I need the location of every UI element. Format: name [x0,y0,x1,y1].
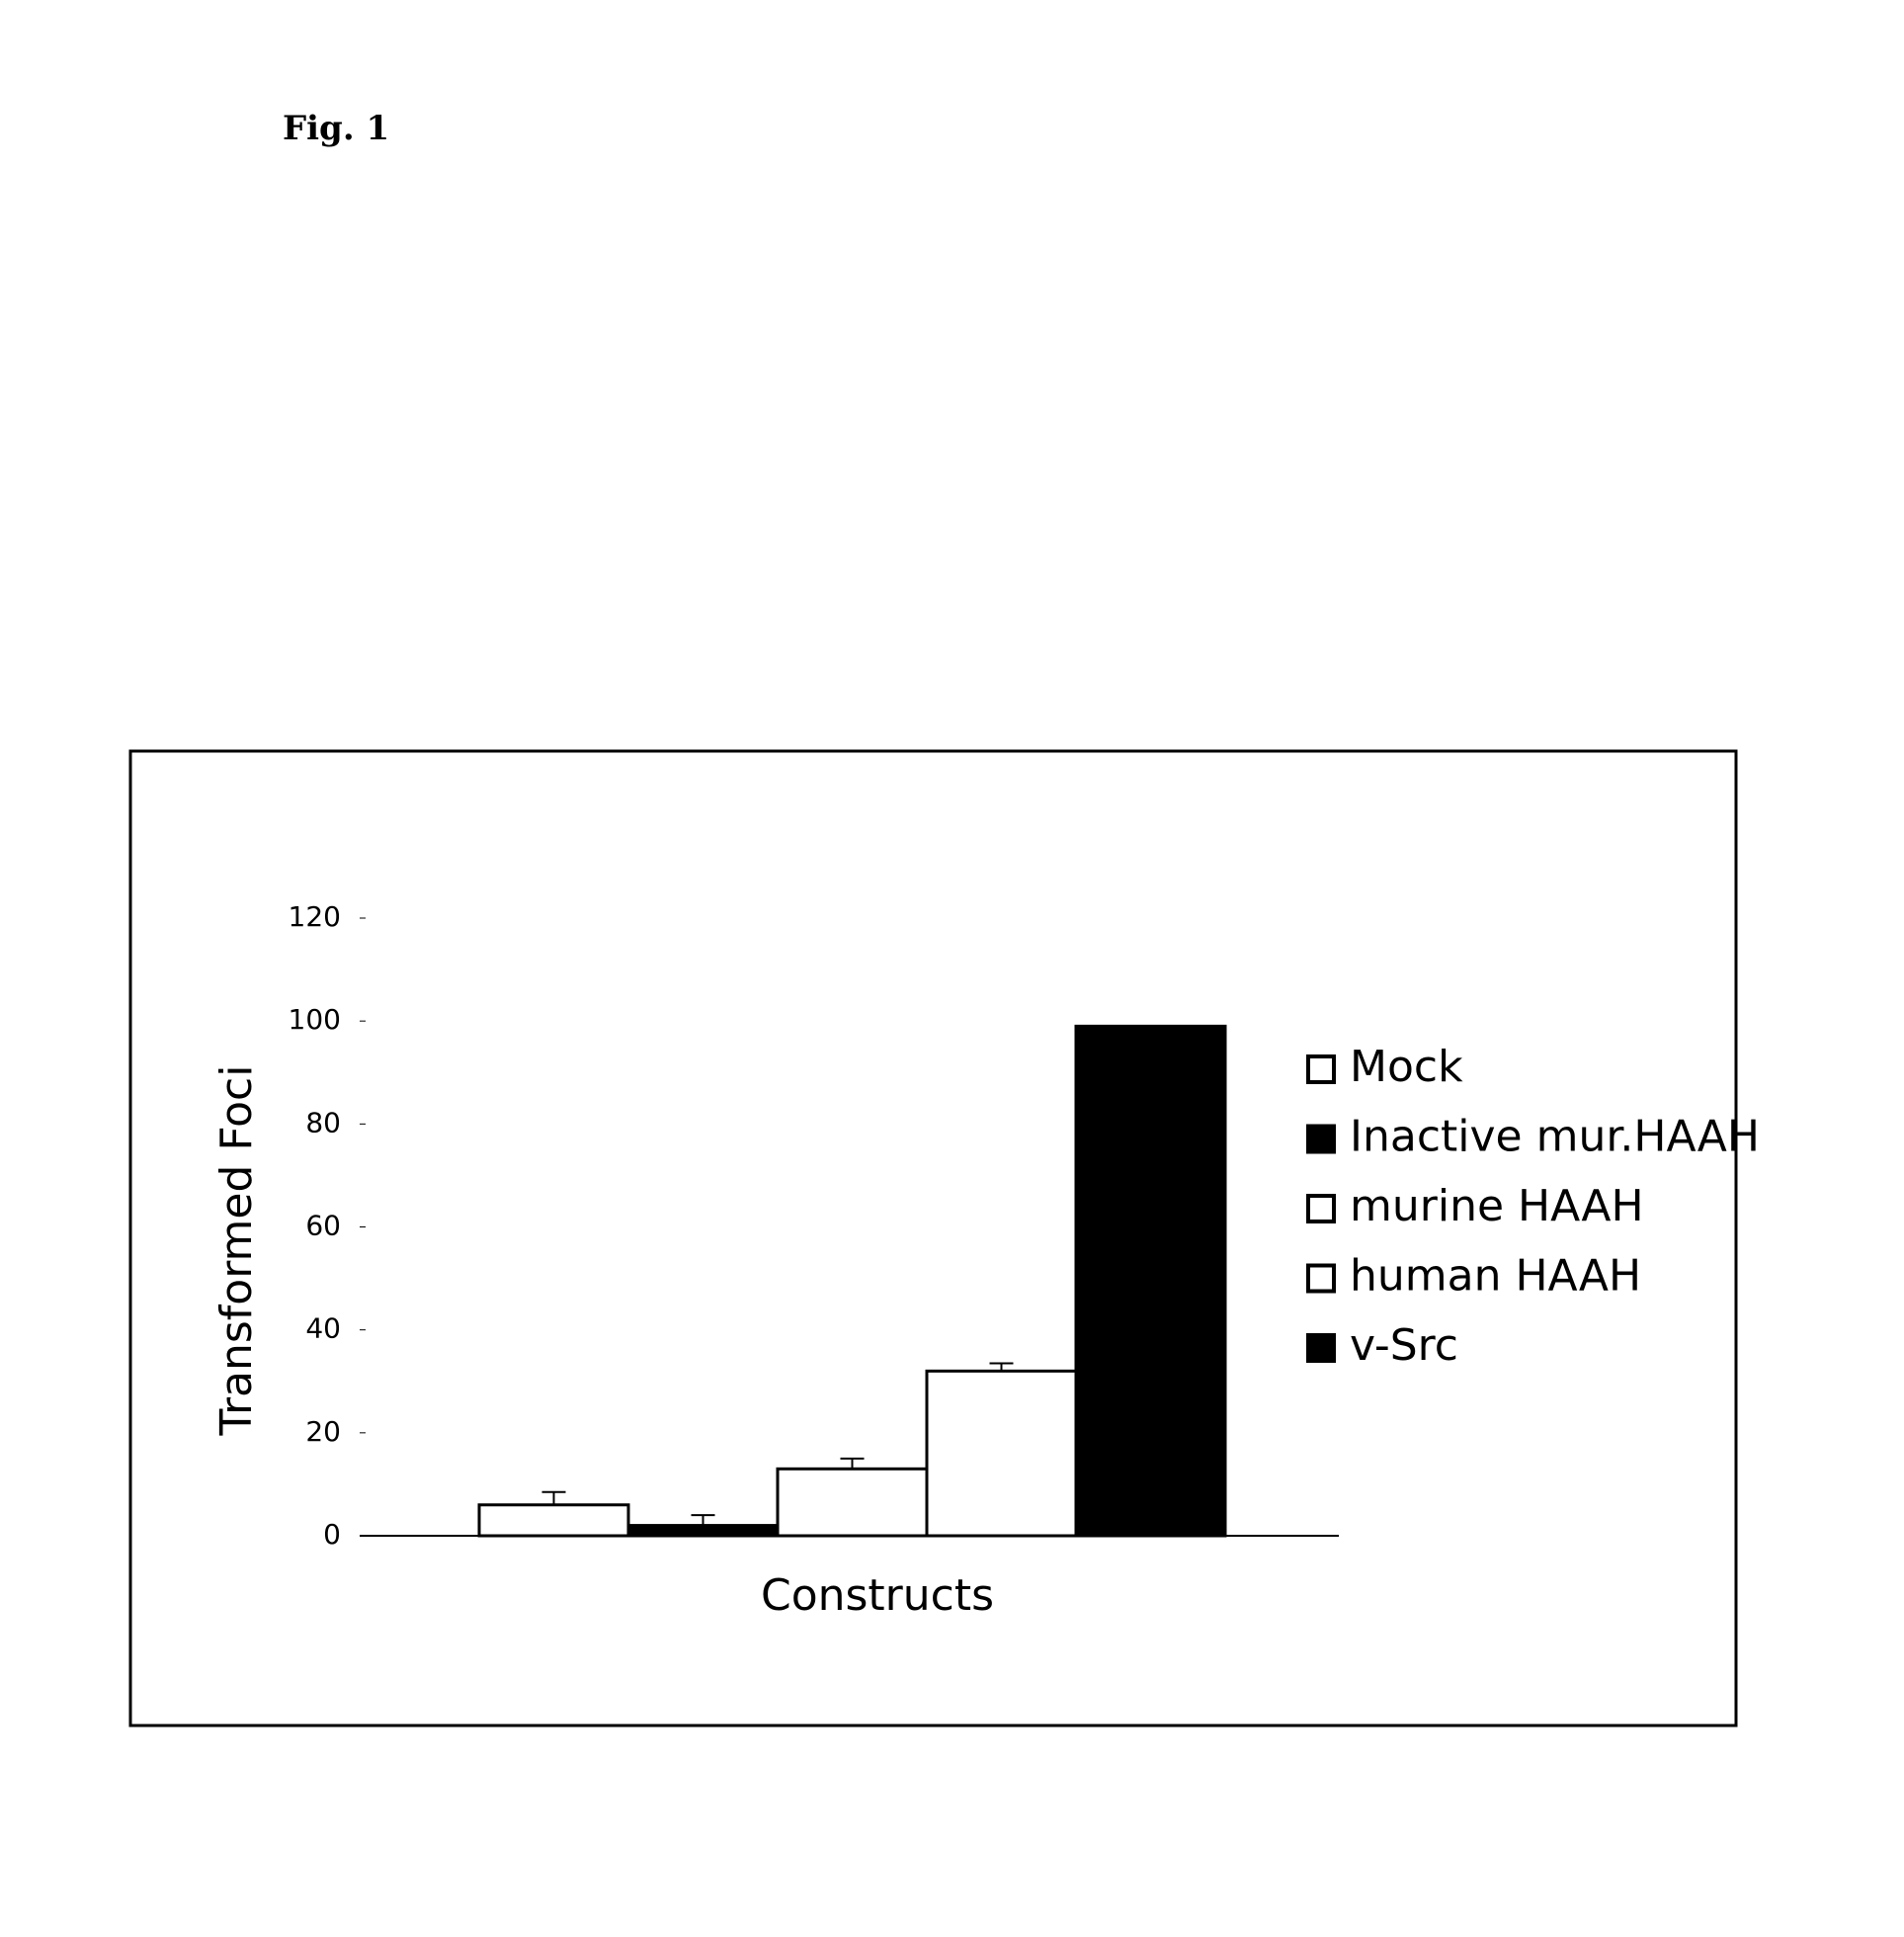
bar [927,1371,1076,1536]
legend-label: murine HAAH [1350,1181,1644,1231]
x-axis-label: Constructs [761,1570,994,1621]
y-tick-label: 20 [305,1415,341,1448]
y-tick-label: 40 [305,1312,341,1345]
legend-swatch [1308,1335,1334,1361]
legend-label: human HAAH [1350,1251,1641,1302]
legend-label: Mock [1350,1042,1463,1092]
y-tick-label: 0 [323,1518,341,1551]
legend-swatch [1308,1056,1334,1082]
legend-label: v-Src [1350,1320,1458,1371]
error-bar [692,1515,715,1525]
bar [1076,1026,1225,1536]
bar [628,1526,778,1536]
y-tick-label: 100 [289,1003,341,1036]
y-tick-label: 80 [305,1106,341,1138]
y-tick-label: 120 [289,900,341,933]
legend-swatch [1308,1266,1334,1292]
legend-label: Inactive mur.HAAH [1350,1112,1760,1162]
figure-label: Fig. 1 [283,109,389,148]
legend-swatch [1308,1127,1334,1152]
error-bar [841,1459,865,1469]
bar [479,1505,628,1536]
error-bar [542,1492,566,1505]
legend-swatch [1308,1196,1334,1221]
bar [778,1469,927,1536]
y-tick-label: 60 [305,1210,341,1242]
y-axis-label: Transformed Foci [211,1065,262,1437]
